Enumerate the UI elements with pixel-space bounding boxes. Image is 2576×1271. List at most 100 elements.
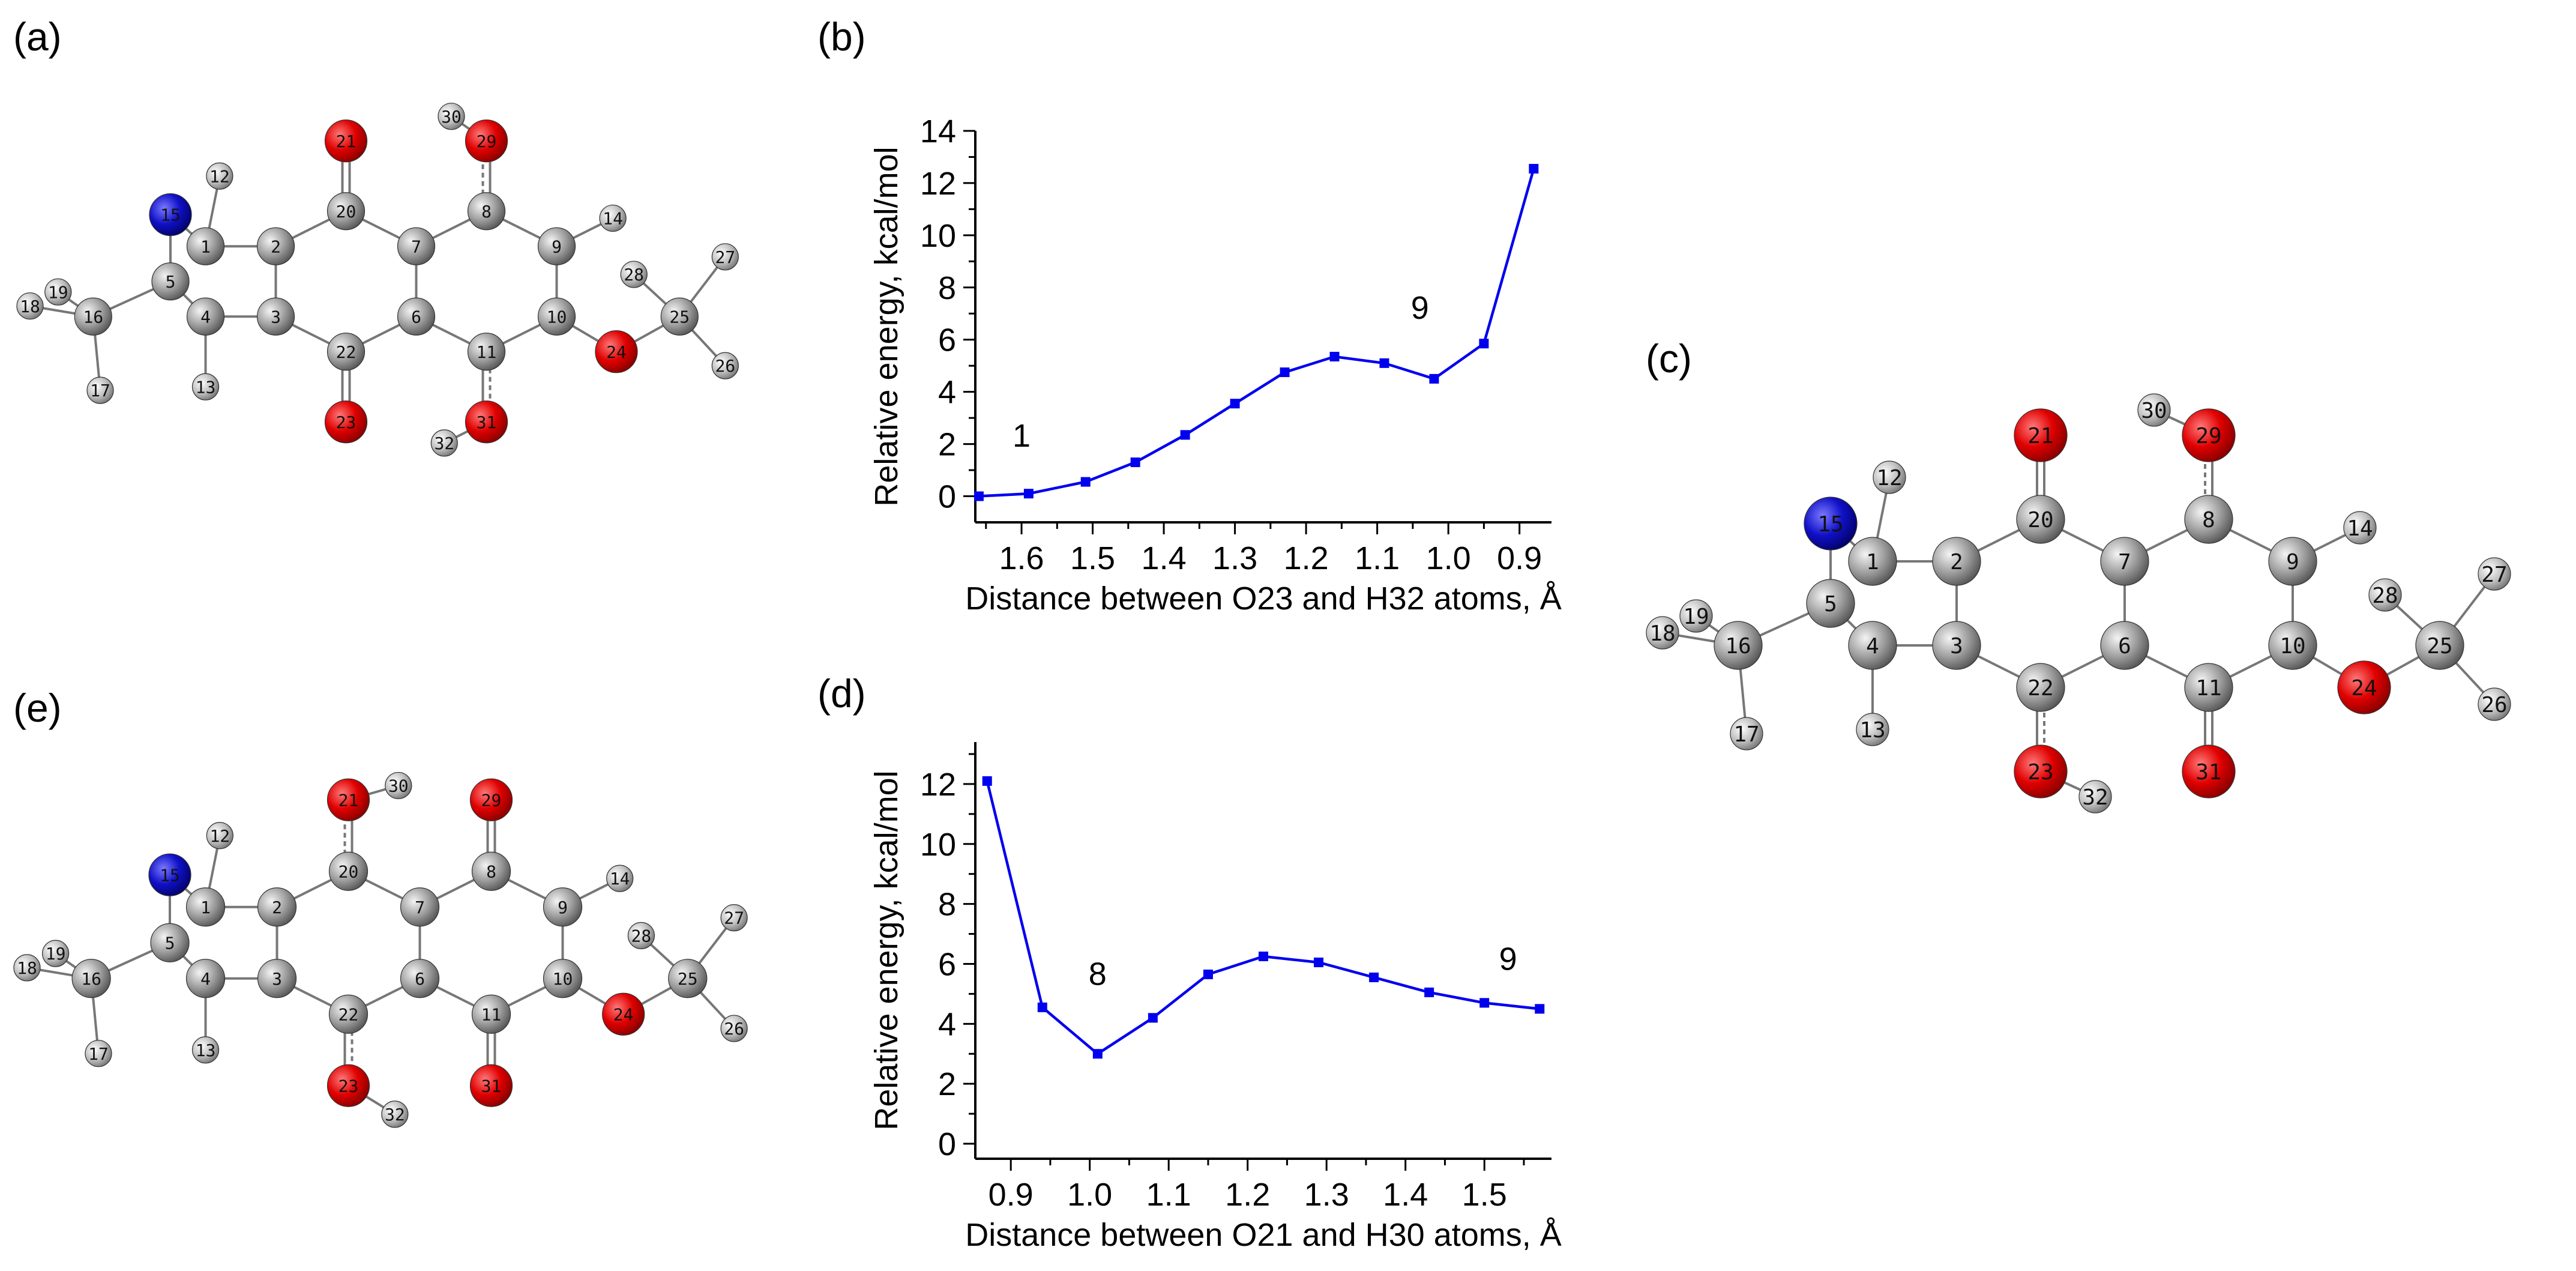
- atom-number-label: 6: [415, 969, 425, 989]
- chart-b-series: [974, 164, 1539, 501]
- atom-number-label: 12: [209, 166, 230, 186]
- atom-number-label: 20: [336, 202, 357, 222]
- panel-label-e: (e): [13, 686, 62, 730]
- atom-c-11: [2184, 663, 2233, 712]
- atom-number-label: 30: [441, 107, 462, 127]
- atom-c-22: [2016, 663, 2065, 712]
- atom-number-label: 17: [88, 1044, 109, 1064]
- atom-o-24: [595, 330, 638, 373]
- y-tick-label: 2: [938, 1066, 956, 1102]
- atom-number-label: 20: [339, 862, 359, 881]
- atom-number-label: 8: [2202, 508, 2215, 533]
- data-point: [1280, 367, 1290, 378]
- bonds: [1662, 409, 2496, 798]
- atom-number-label: 6: [2118, 634, 2131, 659]
- data-point: [1329, 351, 1340, 361]
- x-tick-label: 1.4: [1142, 540, 1187, 576]
- atom-c-9: [2268, 537, 2317, 586]
- data-point: [1429, 373, 1439, 384]
- atom-h-26: [2478, 687, 2511, 721]
- atom-c-3: [257, 959, 297, 998]
- atom-number-label: 19: [46, 944, 66, 964]
- atom-number-label: 28: [624, 265, 644, 285]
- atom-h-30: [385, 771, 412, 800]
- atom-o-24: [602, 992, 645, 1036]
- x-tick-label: 1.1: [1146, 1177, 1191, 1213]
- atom-number-label: 32: [2082, 785, 2108, 810]
- panel-label-b: (b): [817, 14, 866, 59]
- atom-c-6: [397, 297, 436, 336]
- x-tick-label: 0.9: [989, 1177, 1034, 1213]
- atom-number-label: 14: [2347, 516, 2373, 541]
- x-tick-label: 1.0: [1426, 540, 1471, 576]
- atom-o-23: [2014, 744, 2068, 799]
- chart-d-xlabel: Distance between O21 and H30 atoms, Å: [965, 1217, 1562, 1253]
- data-point: [1314, 957, 1324, 967]
- atom-c-22: [328, 994, 369, 1034]
- x-tick-label: 1.3: [1212, 540, 1257, 576]
- atom-h-32: [381, 1100, 409, 1128]
- atom-h-17: [85, 1040, 112, 1067]
- atom-number-label: 31: [477, 412, 497, 432]
- atom-h-12: [206, 822, 233, 850]
- atom-c-10: [537, 297, 576, 336]
- atom-number-label: 7: [2118, 550, 2131, 575]
- chart-b-annotations: 19: [1013, 290, 1429, 454]
- data-point: [1230, 399, 1240, 409]
- atom-h-28: [627, 922, 655, 949]
- atom-c-8: [2184, 495, 2233, 544]
- atom-c-9: [537, 227, 576, 265]
- atom-c-1: [1848, 537, 1897, 586]
- atom-number-label: 26: [715, 356, 735, 376]
- atom-c-1: [185, 887, 226, 927]
- atom-number-label: 27: [724, 908, 744, 928]
- atom-number-label: 3: [271, 307, 281, 327]
- atom-c-7: [397, 227, 436, 265]
- atom-number-label: 15: [160, 865, 180, 885]
- atom-c-7: [2100, 537, 2149, 586]
- atom-number-label: 15: [1817, 512, 1843, 537]
- atom-number-label: 17: [90, 381, 110, 400]
- atom-number-label: 29: [477, 131, 497, 151]
- x-tick-label: 1.5: [1070, 540, 1115, 576]
- atom-number-label: 11: [477, 342, 497, 362]
- atom-c-4: [1848, 621, 1897, 670]
- series-line: [986, 780, 1540, 1056]
- atom-h-14: [2343, 511, 2377, 545]
- atom-number-label: 21: [336, 131, 357, 151]
- atom-c-4: [185, 959, 226, 998]
- atom-number-label: 26: [2481, 693, 2507, 717]
- bonds: [29, 115, 726, 444]
- atom-h-19: [44, 278, 72, 306]
- atom-c-20: [2016, 495, 2065, 544]
- x-tick-label: 0.9: [1497, 540, 1542, 576]
- x-tick-label: 1.2: [1284, 540, 1329, 576]
- atom-h-30: [438, 103, 465, 130]
- atom-number-label: 25: [678, 969, 698, 989]
- atom-number-label: 15: [160, 205, 181, 225]
- atom-n-15: [149, 193, 192, 237]
- atom-c-5: [1806, 579, 1855, 628]
- atom-o-29: [465, 119, 508, 163]
- atom-number-label: 12: [1876, 466, 1902, 491]
- y-tick-label: 2: [938, 427, 956, 463]
- atom-number-label: 10: [547, 307, 567, 327]
- atom-number-label: 25: [669, 307, 690, 327]
- atom-o-23: [324, 400, 368, 444]
- y-tick-label: 10: [920, 218, 956, 254]
- atom-h-18: [13, 954, 41, 982]
- atom-c-2: [256, 227, 295, 265]
- y-tick-label: 12: [920, 166, 956, 202]
- atom-o-31: [465, 400, 508, 444]
- atom-number-label: 9: [558, 898, 568, 917]
- atom-number-label: 26: [724, 1019, 744, 1039]
- panel-label-c: (c): [1646, 336, 1692, 381]
- atom-number-label: 28: [2372, 584, 2398, 608]
- atom-h-26: [711, 352, 739, 379]
- atom-number-label: 5: [1824, 592, 1837, 617]
- atom-c-11: [467, 333, 506, 371]
- data-point: [1180, 430, 1190, 440]
- data-point: [1529, 164, 1539, 174]
- data-point: [1203, 969, 1213, 979]
